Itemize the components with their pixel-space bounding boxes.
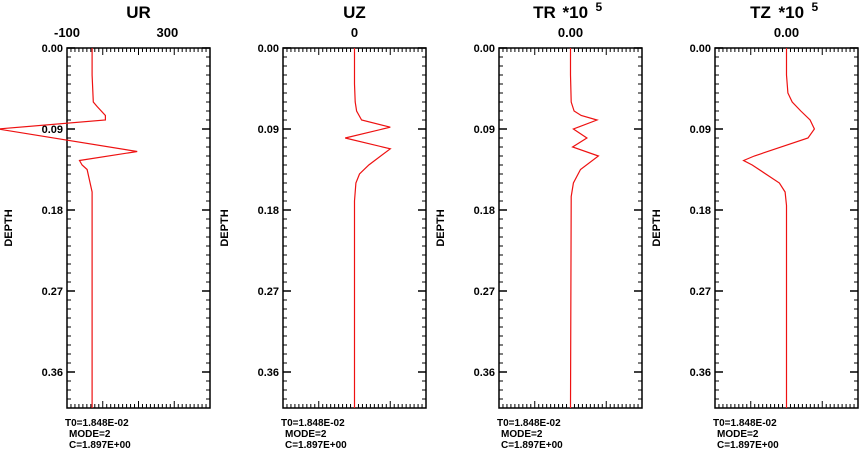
y-tick-label: 0.09 [690,124,711,136]
y-tick-label: 0.18 [474,205,495,217]
y-axis-label: DEPTH [435,209,447,246]
footer-c: C=1.897E+00 [285,440,347,449]
y-tick-label: 0.27 [258,286,279,298]
y-tick-label: 0.18 [42,205,63,217]
y-tick-label: 0.00 [474,43,495,55]
top-tick-label: 0 [351,25,358,40]
series-line [345,48,392,408]
series-line [742,48,816,408]
footer-mode: MODE=2 [501,429,543,440]
top-tick-label: 0.00 [558,25,583,40]
footer-t0: T0=1.848E-02 [713,418,777,429]
plot-frame [66,47,211,409]
footer-t0: T0=1.848E-02 [497,418,561,429]
y-tick-label: 0.00 [690,43,711,55]
top-tick-label: 0.00 [774,25,799,40]
y-axis-label: DEPTH [3,209,15,246]
y-tick-label: 0.00 [42,43,63,55]
y-tick-label: 0.27 [474,286,495,298]
y-tick-label: 0.18 [258,205,279,217]
footer-c: C=1.897E+00 [501,440,563,449]
footer-c: C=1.897E+00 [717,440,779,449]
title-multiplier: *10 [779,3,805,22]
panel-title: UR [126,3,151,22]
panel-title: UZ [343,3,366,22]
footer-mode: MODE=2 [717,429,759,440]
footer-mode: MODE=2 [285,429,327,440]
footer-c: C=1.897E+00 [69,440,131,449]
series-line [569,48,600,409]
y-tick-label: 0.09 [258,124,279,136]
y-tick-label: 0.00 [258,43,279,55]
axis-ticks [67,48,210,408]
y-tick-label: 0.36 [474,367,495,379]
panel-title: TR [533,3,556,22]
title-multiplier: *10 [563,3,589,22]
y-tick-label: 0.27 [42,286,63,298]
y-tick-label: 0.36 [258,367,279,379]
y-tick-label: 0.36 [690,367,711,379]
top-tick-label: -100 [54,25,80,40]
y-tick-label: 0.18 [690,205,711,217]
axis-ticks [499,48,642,408]
footer-mode: MODE=2 [69,429,111,440]
footer-t0: T0=1.848E-02 [281,418,345,429]
y-tick-label: 0.09 [42,124,63,136]
panel-uz: 0.00 0.09 0.18 0.27 0.36 DEPTH 0 UZ T0=1.848E-02… [219,3,427,449]
top-tick-label: 300 [156,25,178,40]
y-axis-label: DEPTH [651,209,663,246]
y-tick-label: 0.09 [474,124,495,136]
panel-title: TZ [750,3,771,22]
title-exponent: 5 [812,0,819,14]
panel-ur: 0.00 0.09 0.18 0.27 0.36 DEPTH -100 300 UR T0=1.8… [0,3,211,449]
footer-t0: T0=1.848E-02 [65,418,129,429]
series-line [0,48,138,408]
y-tick-label: 0.36 [42,367,63,379]
y-tick-label: 0.27 [690,286,711,298]
y-axis-label: DEPTH [219,209,231,246]
title-exponent: 5 [596,0,603,14]
